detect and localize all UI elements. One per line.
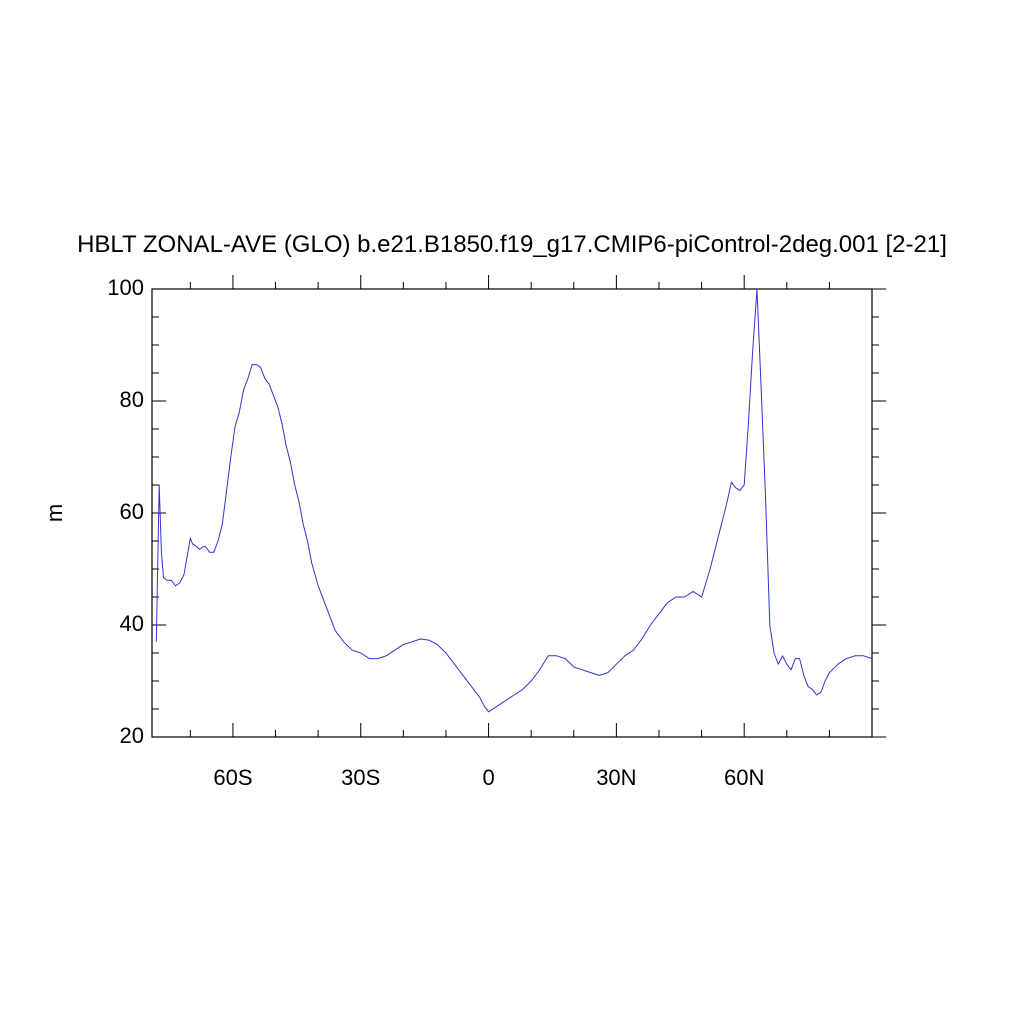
y-axis: 20 40 60 80 100 xyxy=(107,275,886,748)
x-tick-label-1: 30S xyxy=(341,765,380,790)
y-tick-label-0: 20 xyxy=(120,723,144,748)
x-tick-label-2: 0 xyxy=(482,765,494,790)
plot-frame xyxy=(151,288,873,738)
y-tick-label-3: 80 xyxy=(120,387,144,412)
y-axis-label: m xyxy=(42,504,67,522)
x-tick-label-4: 60N xyxy=(724,765,764,790)
y-tick-label-4: 100 xyxy=(107,275,144,300)
x-tick-label-3: 30N xyxy=(596,765,636,790)
x-tick-label-0: 60S xyxy=(213,765,252,790)
x-axis: 60S 30S 0 30N 60N xyxy=(189,275,830,790)
y-tick-label-1: 40 xyxy=(120,611,144,636)
series-line-0 xyxy=(155,288,873,713)
y-tick-label-2: 60 xyxy=(120,499,144,524)
plot-border xyxy=(151,288,873,738)
chart-title: HBLT ZONAL-AVE (GLO) b.e21.B1850.f19_g17… xyxy=(77,231,947,258)
series-group xyxy=(155,288,873,713)
